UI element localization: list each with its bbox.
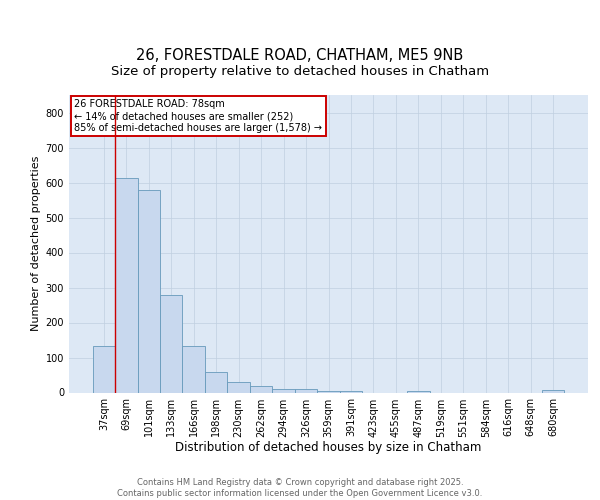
Bar [295, 389, 317, 392]
Bar [407, 391, 430, 392]
Bar [250, 386, 272, 392]
Bar [542, 390, 565, 392]
Text: 26 FORESTDALE ROAD: 78sqm
← 14% of detached houses are smaller (252)
85% of semi: 26 FORESTDALE ROAD: 78sqm ← 14% of detac… [74, 100, 322, 132]
X-axis label: Distribution of detached houses by size in Chatham: Distribution of detached houses by size … [175, 441, 482, 454]
Text: Contains HM Land Registry data © Crown copyright and database right 2025.
Contai: Contains HM Land Registry data © Crown c… [118, 478, 482, 498]
Bar [317, 391, 340, 392]
Y-axis label: Number of detached properties: Number of detached properties [31, 156, 41, 332]
Bar [137, 190, 160, 392]
Bar [160, 295, 182, 392]
Bar [227, 382, 250, 392]
Bar [205, 372, 227, 392]
Bar [115, 178, 137, 392]
Text: Size of property relative to detached houses in Chatham: Size of property relative to detached ho… [111, 64, 489, 78]
Bar [272, 389, 295, 392]
Bar [92, 346, 115, 393]
Bar [182, 346, 205, 393]
Text: 26, FORESTDALE ROAD, CHATHAM, ME5 9NB: 26, FORESTDALE ROAD, CHATHAM, ME5 9NB [136, 48, 464, 62]
